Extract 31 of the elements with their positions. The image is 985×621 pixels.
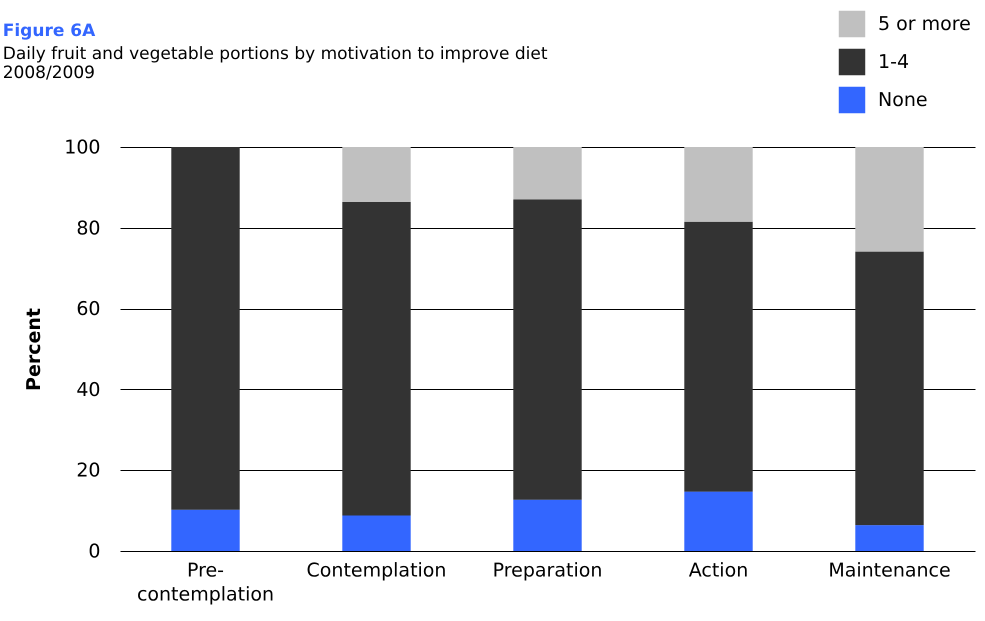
- bar: [513, 200, 582, 500]
- bar: [513, 500, 582, 551]
- bar: [342, 515, 411, 551]
- legend-label: None: [878, 89, 928, 111]
- x-tick-label: Contemplation: [306, 560, 446, 582]
- bar: [342, 147, 411, 202]
- bar: [342, 202, 411, 516]
- bar: [855, 252, 924, 526]
- legend-label: 5 or more: [878, 13, 971, 35]
- y-tick-label: 100: [64, 136, 100, 158]
- y-axis-title: Percent: [23, 308, 46, 391]
- y-tick-label: 0: [88, 540, 100, 562]
- bar: [171, 510, 240, 551]
- bar: [684, 222, 753, 492]
- bar: [513, 147, 582, 200]
- bar: [171, 147, 240, 510]
- chart-title: Figure 6A: [2, 21, 96, 41]
- bar: [684, 147, 753, 222]
- bar: [855, 147, 924, 252]
- x-tick-label: Pre-contemplation: [136, 560, 274, 606]
- bar: [855, 525, 924, 551]
- x-tick-label: Action: [688, 560, 748, 582]
- x-tick-label: Preparation: [492, 560, 602, 582]
- y-tick-label: 60: [76, 298, 100, 320]
- y-tick-label: 40: [76, 378, 100, 401]
- bar: [684, 492, 753, 551]
- legend-label: 1-4: [878, 51, 910, 73]
- y-tick-label: 80: [76, 217, 100, 240]
- chart-subtitle: Daily fruit and vegetable portions by motivation to improve diet 2008/2009: [2, 44, 548, 83]
- y-tick-label: 20: [76, 460, 100, 482]
- x-tick-label: Maintenance: [828, 560, 951, 582]
